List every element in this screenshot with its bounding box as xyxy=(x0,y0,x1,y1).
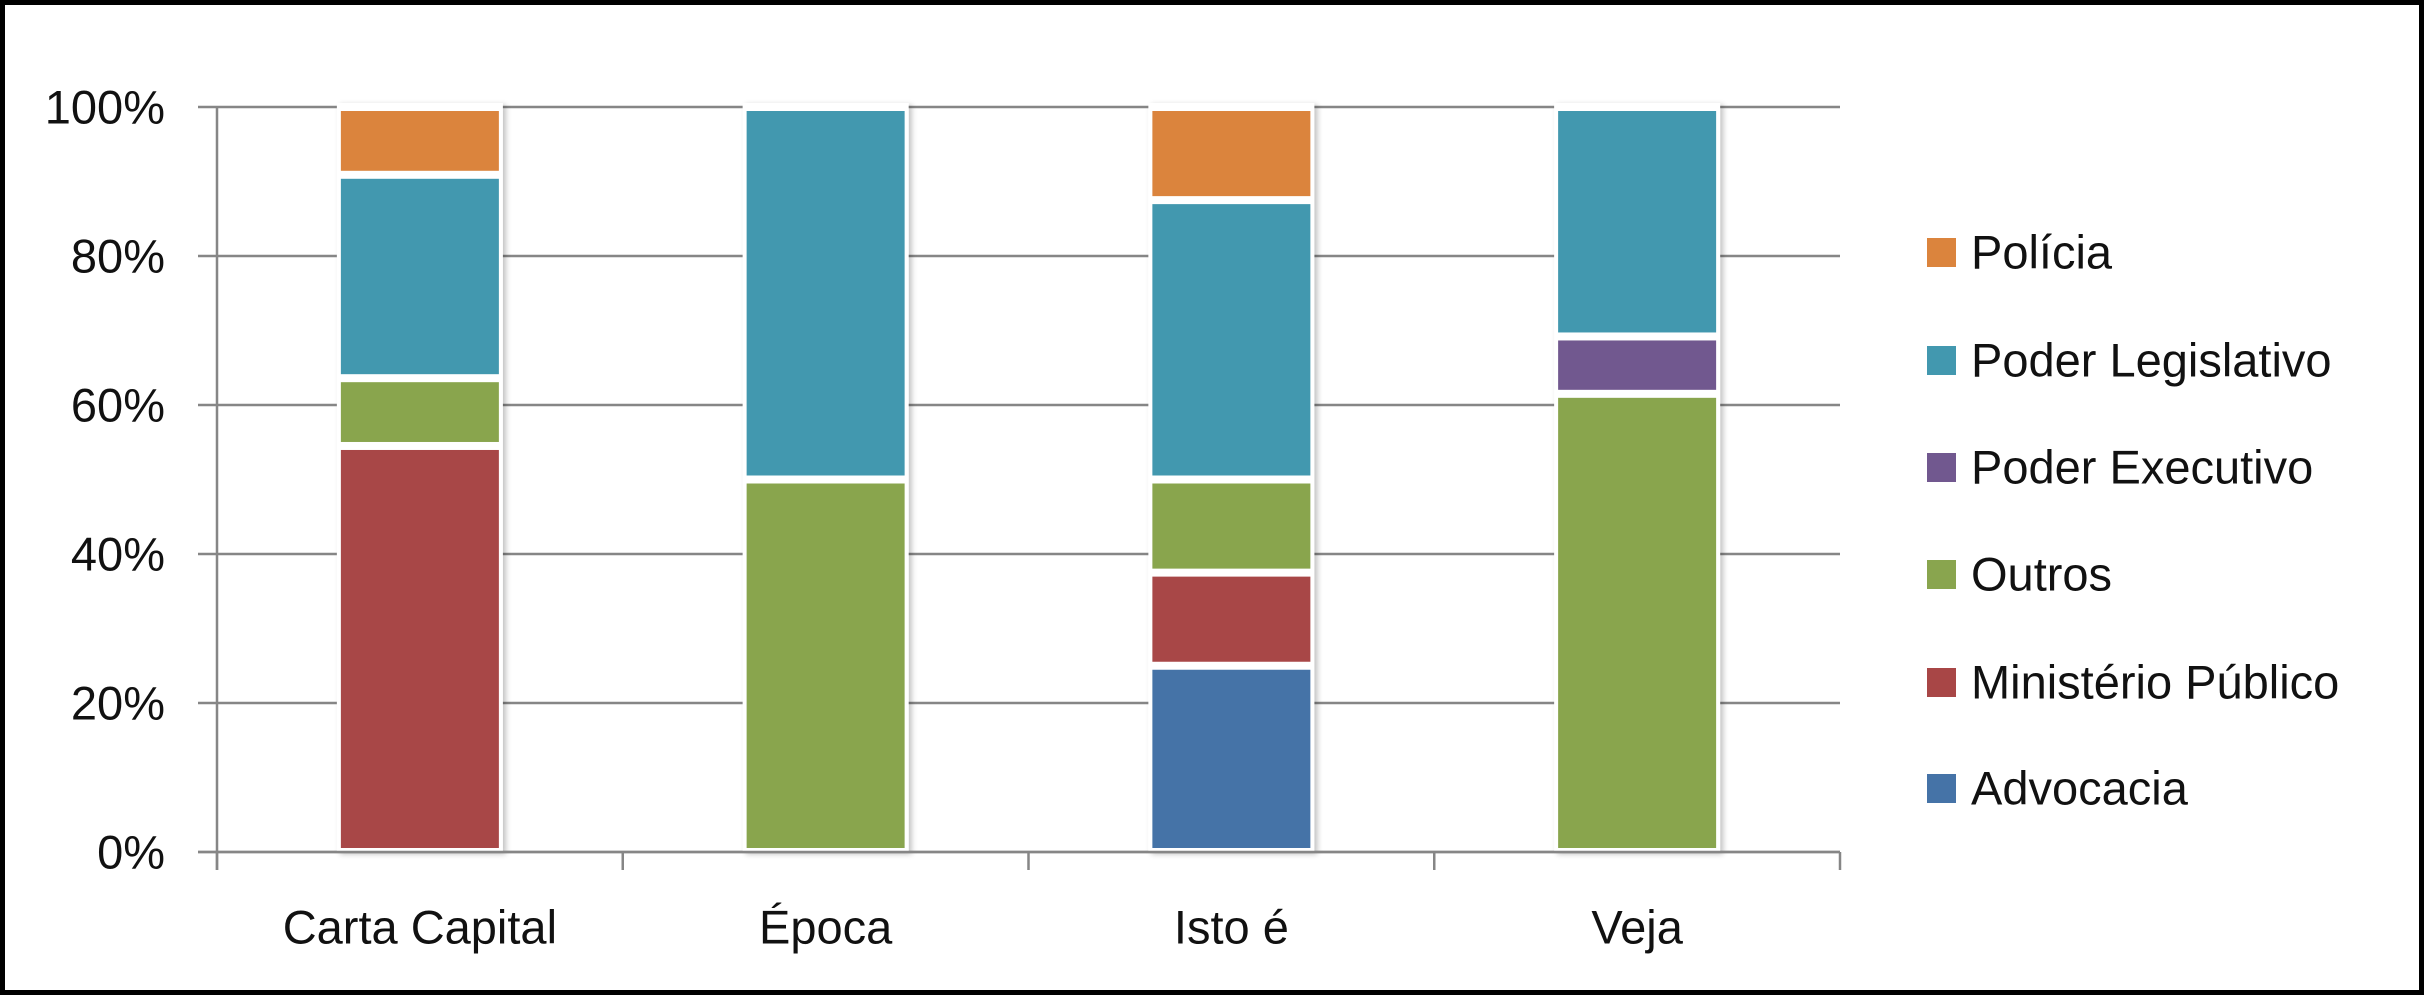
bar-segment xyxy=(746,483,905,848)
legend-item: Poder Executivo xyxy=(1927,441,2313,494)
legend-swatch-icon xyxy=(1927,238,1956,267)
legend: Polícia Poder Legislativo Poder Executivo O… xyxy=(1927,226,2339,815)
y-tick-label: 20% xyxy=(71,677,165,730)
stacked-bar-chart: 0% 20% 40% 60% 80% 100% Carta Capital Época Ist… xyxy=(45,81,2340,954)
legend-swatch-icon xyxy=(1927,453,1956,482)
bar-stack xyxy=(742,103,909,852)
y-tick-label: 80% xyxy=(71,230,165,283)
legend-label: Poder Legislativo xyxy=(1971,334,2332,387)
bar-segment xyxy=(746,111,905,476)
legend-item: Advocacia xyxy=(1927,762,2189,815)
bar-stack xyxy=(336,103,503,852)
legend-swatch-icon xyxy=(1927,668,1956,697)
bar-segment xyxy=(1152,576,1311,662)
y-axis: 0% 20% 40% 60% 80% 100% xyxy=(45,81,219,879)
bar-segment xyxy=(340,178,499,375)
legend-swatch-icon xyxy=(1927,560,1956,589)
y-tick-label: 0% xyxy=(97,826,165,879)
x-category-label: Isto é xyxy=(1174,901,1289,954)
bar-segment xyxy=(1558,340,1717,390)
y-tick-label: 100% xyxy=(45,81,165,134)
x-category-label: Época xyxy=(759,901,893,954)
legend-label: Polícia xyxy=(1971,226,2113,279)
legend-item: Polícia xyxy=(1927,226,2113,279)
bar-segment xyxy=(1152,111,1311,197)
legend-label: Outros xyxy=(1971,548,2112,601)
bar-stack xyxy=(1148,103,1315,852)
bars xyxy=(336,103,1721,852)
bar-stack xyxy=(1554,103,1721,852)
legend-item: Outros xyxy=(1927,548,2112,601)
legend-swatch-icon xyxy=(1927,346,1956,375)
bar-segment xyxy=(340,111,499,171)
bar-segment xyxy=(1152,483,1311,569)
x-axis: Carta Capital Época Isto é Veja xyxy=(198,850,1842,954)
bar-segment xyxy=(1152,669,1311,848)
legend-swatch-icon xyxy=(1927,774,1956,803)
legend-item: Ministério Público xyxy=(1927,656,2339,709)
y-tick-label: 60% xyxy=(71,379,165,432)
x-category-label: Veja xyxy=(1591,901,1683,954)
x-category-label: Carta Capital xyxy=(283,901,557,954)
legend-label: Poder Executivo xyxy=(1971,441,2313,494)
bar-segment xyxy=(1558,111,1717,333)
legend-item: Poder Legislativo xyxy=(1927,334,2332,387)
bar-segment xyxy=(1558,397,1717,848)
legend-label: Advocacia xyxy=(1971,762,2189,815)
bar-segment xyxy=(340,449,499,848)
legend-label: Ministério Público xyxy=(1971,656,2339,709)
bar-segment xyxy=(340,382,499,442)
bar-segment xyxy=(1152,204,1311,476)
y-tick-label: 40% xyxy=(71,528,165,581)
